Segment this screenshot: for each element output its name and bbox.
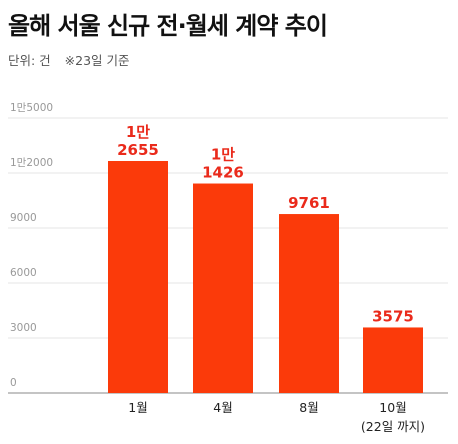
y-tick-label: 1만2000 bbox=[10, 157, 53, 169]
bar bbox=[363, 327, 423, 393]
bar-layer bbox=[108, 160, 423, 393]
reference-note: ※23일 기준 bbox=[64, 53, 130, 68]
y-tick-label: 0 bbox=[10, 377, 17, 389]
bar bbox=[193, 183, 253, 393]
data-label: 1426 bbox=[202, 164, 244, 182]
x-tick-label: 8월 bbox=[299, 400, 318, 415]
x-tick-sublabel: (22일 까지) bbox=[361, 419, 425, 434]
label-layer: 03000600090001만20001만50001만26551월1만14264… bbox=[10, 102, 425, 434]
y-tick-label: 1만5000 bbox=[10, 102, 53, 114]
y-tick-label: 3000 bbox=[10, 322, 37, 334]
x-tick-label: 10월 bbox=[379, 400, 406, 415]
chart-subtitle: 단위: 건 ※23일 기준 bbox=[8, 50, 130, 69]
x-tick-label: 1월 bbox=[128, 400, 147, 415]
data-label: 2655 bbox=[117, 141, 159, 159]
data-label-prefix: 1만 bbox=[126, 123, 150, 141]
chart-title: 올해 서울 신규 전·월세 계약 추이 bbox=[8, 12, 328, 40]
y-tick-label: 6000 bbox=[10, 267, 37, 279]
bar bbox=[108, 160, 168, 393]
x-tick-label: 4월 bbox=[213, 400, 232, 415]
bar bbox=[279, 214, 339, 393]
unit-label: 단위: 건 bbox=[8, 53, 51, 68]
data-label-prefix: 1만 bbox=[211, 146, 235, 164]
y-tick-label: 9000 bbox=[10, 212, 37, 224]
data-label: 3575 bbox=[372, 307, 414, 325]
data-label: 9761 bbox=[288, 194, 330, 212]
